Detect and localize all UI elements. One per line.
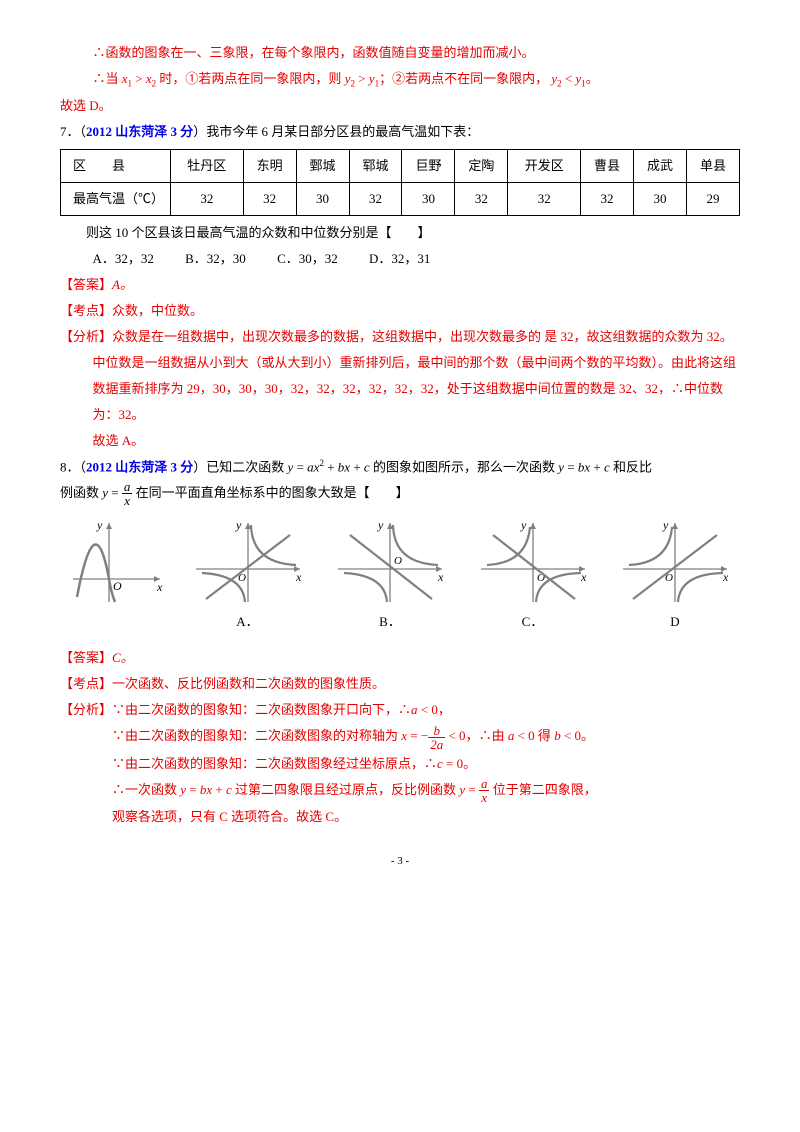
page-number: - 3 - (60, 850, 740, 872)
table-cell: 开发区 (508, 149, 581, 182)
svg-text:O: O (394, 555, 402, 567)
q7-fenxi-3: 故选 A。 (60, 428, 740, 454)
q7-question: 则这 10 个区县该日最高气温的众数和中位数分别是【 】 (60, 220, 740, 246)
q7-fenxi-2: 中位数是一组数据从小到大（或从大到小）重新排列后，最中间的那个数（最中间两个数的… (60, 350, 740, 428)
table-row: 区 县 牡丹区 东明 鄄城 郓城 巨野 定陶 开发区 曹县 成武 单县 (61, 149, 740, 182)
option-b: B．32，30 (185, 246, 246, 272)
svg-text:y: y (662, 518, 669, 532)
q8-fenxi-2: ∵由二次函数的图象知：二次函数图象的对称轴为 x = −b2a < 0，∴由 a… (60, 723, 740, 751)
graph-option-a: x y O A． (188, 517, 308, 635)
table-cell: 30 (633, 182, 686, 215)
q8-fenxi-4: ∴一次函数 y = bx + c 过第二四象限且经过原点，反比例函数 y = a… (60, 777, 740, 805)
table-cell: 29 (686, 182, 739, 215)
intro-line2: ∴当 x1 > x2 时，①若两点在同一象限内，则 y2 > y1；②若两点不在… (60, 66, 740, 93)
q7-kaodian: 【考点】众数，中位数。 (60, 298, 740, 324)
svg-text:x: x (295, 570, 302, 584)
graph-option-c: x y O C． (473, 517, 593, 635)
table-cell: 32 (581, 182, 634, 215)
q7-fenxi-1: 【分析】众数是在一组数据中，出现次数最多的数据，这组数据中，出现次数最多的 是 … (60, 324, 740, 350)
svg-text:y: y (96, 518, 103, 532)
table-cell: 32 (243, 182, 296, 215)
table-cell: 单县 (686, 149, 739, 182)
table-cell: 定陶 (455, 149, 508, 182)
svg-text:x: x (437, 570, 444, 584)
table-cell: 32 (171, 182, 244, 215)
svg-text:x: x (722, 570, 729, 584)
table-cell: 32 (349, 182, 402, 215)
svg-text:x: x (580, 570, 587, 584)
given-parabola: x y O (65, 517, 165, 635)
table-cell: 32 (455, 182, 508, 215)
table-cell: 30 (296, 182, 349, 215)
table-cell: 东明 (243, 149, 296, 182)
table-cell: 巨野 (402, 149, 455, 182)
table-cell: 最高气温（℃） (61, 182, 171, 215)
graph-option-d: x y O D (615, 517, 735, 635)
q8-heading-2: 例函数 y = ax 在同一平面直角坐标系中的图象大致是【 】 (60, 480, 740, 508)
q7-heading: 7．（2012 山东菏泽 3 分）我市今年 6 月某日部分区县的最高气温如下表： (60, 119, 740, 145)
table-cell: 区 县 (61, 149, 171, 182)
svg-text:O: O (113, 579, 122, 593)
option-c: C．30，32 (277, 246, 338, 272)
svg-text:y: y (377, 518, 384, 532)
q8-answer: 【答案】C。 (60, 645, 740, 671)
table-row: 最高气温（℃） 32 32 30 32 30 32 32 32 30 29 (61, 182, 740, 215)
svg-text:y: y (520, 518, 527, 532)
table-cell: 郓城 (349, 149, 402, 182)
option-d: D．32，31 (369, 246, 430, 272)
q8-heading: 8．（2012 山东菏泽 3 分）已知二次函数 y = ax2 + bx + c… (60, 454, 740, 480)
q8-graphs: x y O x y O A． x y O (65, 517, 735, 635)
table-cell: 鄄城 (296, 149, 349, 182)
intro-line1: ∴函数的图象在一、三象限，在每个象限内，函数值随自变量的增加而减小。 (60, 40, 740, 66)
svg-text:x: x (156, 580, 163, 594)
q8-kaodian: 【考点】一次函数、反比例函数和二次函数的图象性质。 (60, 671, 740, 697)
table-cell: 成武 (633, 149, 686, 182)
table-cell: 32 (508, 182, 581, 215)
table-cell: 30 (402, 182, 455, 215)
q8-fenxi-5: 观察各选项，只有 C 选项符合。故选 C。 (60, 804, 740, 830)
intro-line3: 故选 D。 (60, 93, 740, 119)
table-cell: 曹县 (581, 149, 634, 182)
table-cell: 牡丹区 (171, 149, 244, 182)
graph-option-b: x y O B． (330, 517, 450, 635)
svg-text:y: y (235, 518, 242, 532)
q7-options: A．32，32 B．32，30 C．30，32 D．32，31 (60, 246, 740, 272)
q8-fenxi-3: ∵由二次函数的图象知：二次函数图象经过坐标原点，∴c = 0。 (60, 751, 740, 777)
q8-fenxi-1: 【分析】∵由二次函数的图象知：二次函数图象开口向下，∴a < 0， (60, 697, 740, 723)
q7-answer: 【答案】A。 (60, 272, 740, 298)
option-a: A．32，32 (93, 246, 154, 272)
q7-table: 区 县 牡丹区 东明 鄄城 郓城 巨野 定陶 开发区 曹县 成武 单县 最高气温… (60, 149, 740, 216)
